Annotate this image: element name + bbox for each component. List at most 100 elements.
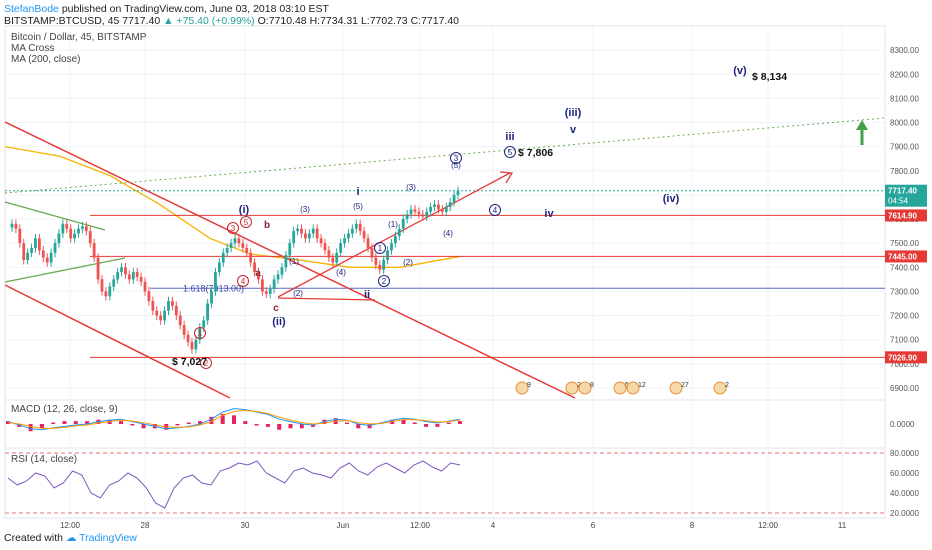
candle-body [14,223,18,229]
candle-body [151,301,155,311]
candle-body [81,226,84,229]
wave-label: (2) [403,258,413,267]
circled-wave-marker [237,275,249,287]
candle-body [214,272,217,292]
wave-label: (3) [406,183,416,192]
candle-body [139,276,143,282]
macd-histogram-bar [232,415,236,424]
tradingview-link[interactable]: TradingView [79,532,137,544]
candle-body [88,231,92,244]
event-count: 9 [527,382,531,389]
time-tick-label: 11 [838,521,847,530]
price-tick-label: 6900.00 [890,384,919,393]
rsi-legend[interactable]: RSI (14, close) [11,454,78,465]
candle-body [401,219,405,229]
macd-histogram-bar [458,421,462,424]
event-count: 12 [638,382,646,389]
price-tick-label: 7300.00 [890,287,919,296]
candle-body [178,315,182,326]
candle-body [319,238,323,244]
candle-body [272,279,276,290]
last-price-tag [885,184,927,207]
macd-histogram-bar [446,422,451,424]
wave-label: iii [505,131,514,143]
candle-body [73,233,76,239]
candle-body [390,243,393,251]
macd-histogram-bar [39,424,44,429]
candle-body [268,289,272,294]
ma-cross-legend[interactable]: MA Cross [11,43,55,54]
candle-body [394,235,397,244]
candle-body [296,228,299,232]
time-tick-label: Jun [337,521,350,530]
macd-panel [6,408,462,432]
event-flag-icon [613,381,627,395]
price-tick-label: 7200.00 [890,312,919,321]
event-flag-icon [713,381,727,395]
candle-body [116,272,120,280]
wave-label: (i) [239,204,250,216]
wave-label: (v) [733,65,747,77]
time-tick-label: 12:00 [60,521,81,530]
candle-body [245,247,249,253]
price-change: ▲ +75.40 (+0.99%) [163,15,255,27]
macd-histogram-bar [243,421,248,424]
chart-drawings: 1.618(7313.00) [4,117,886,399]
macd-histogram-bar [62,421,67,424]
candle-body [174,305,178,316]
event-flag-icon [669,381,683,395]
candle-body [409,209,413,215]
price-tag [885,209,927,222]
candle-body [386,250,389,261]
candle-body [288,243,292,256]
candle-body [366,238,370,248]
circled-wave-label: 4 [241,277,246,286]
fib-level-label: 1.618(7313.00) [183,283,244,293]
macd-histogram-bar [130,424,135,426]
macd-histogram-bar [299,424,304,429]
price-tick-label: 8100.00 [890,94,919,103]
time-axis: 12:00 28 30 Jun 12:00 4 6 8 12:00 11 [60,521,847,530]
candle-body [452,194,456,203]
macd-histogram-bar [220,413,225,424]
price-tick-label: 8000.00 [890,119,919,128]
candle-body [343,238,346,244]
candle-body [22,243,26,261]
price-target-label: $ 7,806 [518,147,553,159]
macd-histogram-bar [424,424,429,427]
macd-histogram-bar [435,424,440,427]
candle-body [92,243,96,258]
event-flag-icon [515,381,529,395]
macd-legend[interactable]: MACD (12, 26, close, 9) [11,404,118,415]
last-price: 7717.40 [122,15,161,27]
candle-body [433,204,436,207]
price-tick-label: 7900.00 [890,143,919,152]
symbol-legend[interactable]: Bitcoin / Dollar, 45, BITSTAMP [11,32,147,43]
projection-arrow-line [277,172,511,298]
macd-histogram-bar [288,424,293,429]
candle-body [413,209,417,212]
wave-label: (2) [293,289,303,298]
circled-wave-marker [378,275,390,287]
ma200-legend[interactable]: MA (200, close) [11,54,81,65]
publish-line: StefanBode published on TradingView.com,… [4,3,329,15]
candle-body [229,243,233,248]
candle-body [167,301,170,311]
author-name[interactable]: StefanBode [4,3,59,15]
circled-wave-marker [194,327,206,339]
wave-label: c [273,303,279,314]
circled-wave-label: 3 [231,224,236,233]
candle-body [307,233,311,239]
macd-tick-label: 0.0000 [890,420,915,429]
event-count: 27 [681,382,689,389]
candle-body [276,274,280,280]
circled-wave-label: 1 [198,329,203,338]
time-tick-label: 8 [690,521,695,530]
circled-wave-marker [374,242,386,254]
time-tick-label: 30 [241,521,250,530]
candle-body [190,342,194,350]
candle-body [257,272,260,280]
time-tick-label: 12:00 [758,521,779,530]
macd-histogram-bar [175,424,180,426]
